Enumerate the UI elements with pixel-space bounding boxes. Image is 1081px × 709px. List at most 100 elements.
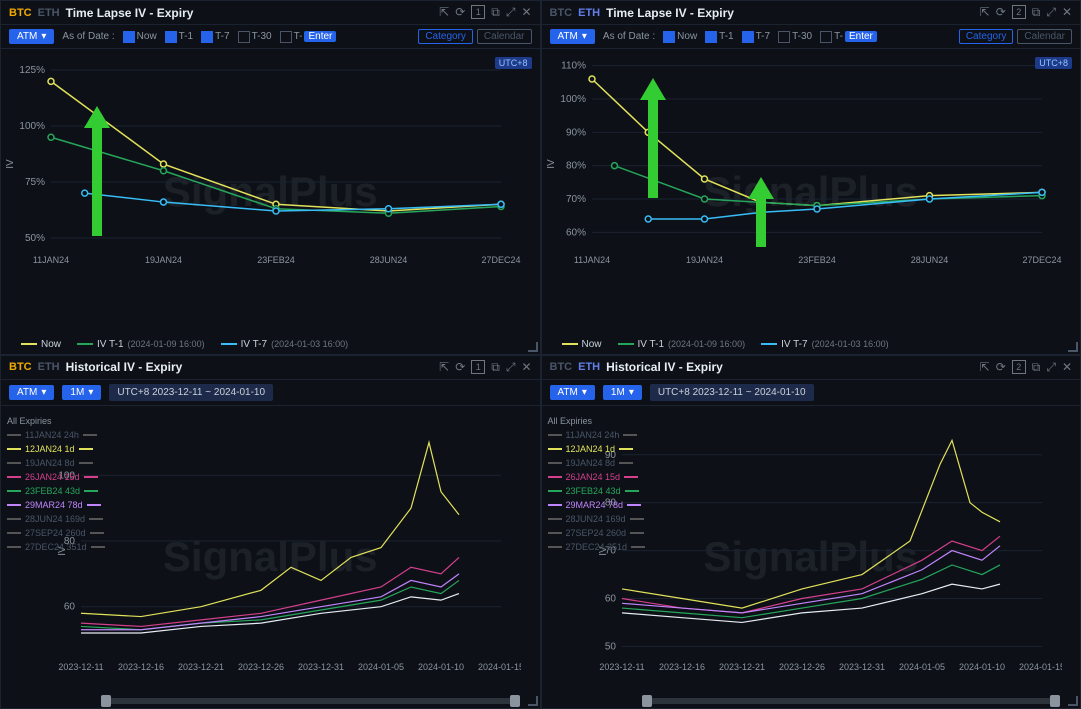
date-check[interactable]: T-Enter	[280, 31, 337, 43]
range-select[interactable]: 1M▾	[603, 385, 642, 400]
coin-toggle[interactable]: ETH	[38, 7, 60, 19]
resize-handle[interactable]	[528, 342, 538, 352]
time-slider[interactable]	[642, 698, 1061, 704]
badge-icon[interactable]: 1	[471, 360, 485, 374]
date-enter[interactable]: Enter	[845, 31, 877, 42]
date-range[interactable]: UTC+8 2023-12-11 ~ 2024-01-10	[650, 384, 814, 401]
badge-icon[interactable]: 2	[1012, 5, 1026, 19]
expiry-item[interactable]: 11JAN24 24h	[548, 428, 646, 442]
svg-text:2024-01-05: 2024-01-05	[898, 662, 944, 672]
expiry-item[interactable]: 12JAN24 1d	[548, 442, 646, 456]
expand-icon[interactable]: ⤢	[506, 360, 516, 375]
expand-icon[interactable]: ⤢	[506, 5, 516, 20]
svg-text:2024-01-05: 2024-01-05	[358, 662, 404, 672]
atm-select[interactable]: ATM▾	[550, 29, 595, 44]
refresh-icon[interactable]: ⟳	[455, 360, 465, 375]
coin-toggle[interactable]: ETH	[38, 361, 60, 373]
date-check[interactable]: T-30	[778, 31, 812, 43]
slider-handle-left[interactable]	[642, 695, 652, 707]
expiry-item[interactable]: 27DEC24 351d	[7, 540, 105, 554]
legend-item[interactable]: Now	[21, 339, 61, 350]
panel-title: Time Lapse IV - Expiry	[66, 6, 194, 20]
date-check[interactable]: T-30	[238, 31, 272, 43]
expiry-item[interactable]: 28JUN24 169d	[548, 512, 646, 526]
slider-handle-right[interactable]	[1050, 695, 1060, 707]
copy-icon[interactable]: ⧉	[1032, 360, 1041, 375]
legend-item[interactable]: IV T-7(2024-01-03 16:00)	[761, 339, 889, 350]
coin-toggle[interactable]: BTC	[9, 7, 32, 19]
close-icon[interactable]: ✕	[521, 360, 531, 375]
expiry-item[interactable]: 12JAN24 1d	[7, 442, 105, 456]
external-icon[interactable]: ⇱	[439, 360, 449, 375]
copy-icon[interactable]: ⧉	[491, 360, 500, 375]
atm-select[interactable]: ATM▾	[550, 385, 595, 400]
coin-toggle[interactable]: ETH	[578, 7, 600, 19]
expiry-item[interactable]: 26JAN24 15d	[548, 470, 646, 484]
date-check-label: T-1	[179, 31, 193, 42]
view-toggle[interactable]: Calendar	[1017, 29, 1072, 44]
svg-text:80%: 80%	[565, 161, 585, 172]
expiry-item[interactable]: 11JAN24 24h	[7, 428, 105, 442]
resize-handle[interactable]	[528, 696, 538, 706]
expiry-item[interactable]: 19JAN24 8d	[548, 456, 646, 470]
view-toggle[interactable]: Category	[418, 29, 473, 44]
checkbox-icon	[742, 31, 754, 43]
date-check[interactable]: Now	[123, 31, 157, 43]
refresh-icon[interactable]: ⟳	[996, 360, 1006, 375]
date-range[interactable]: UTC+8 2023-12-11 ~ 2024-01-10	[109, 384, 273, 401]
view-toggle[interactable]: Calendar	[477, 29, 532, 44]
expiry-item[interactable]: 28JUN24 169d	[7, 512, 105, 526]
date-check[interactable]: T-1	[705, 31, 733, 43]
resize-handle[interactable]	[1068, 342, 1078, 352]
copy-icon[interactable]: ⧉	[491, 5, 500, 20]
svg-text:11JAN24: 11JAN24	[573, 255, 609, 265]
coin-toggle[interactable]: BTC	[9, 361, 32, 373]
legend-item[interactable]: IV T-1(2024-01-09 16:00)	[618, 339, 746, 350]
time-slider[interactable]	[101, 698, 520, 704]
expiry-item[interactable]: All Expiries	[548, 414, 646, 428]
slider-handle-right[interactable]	[510, 695, 520, 707]
expiry-item[interactable]: 26JAN24 15d	[7, 470, 105, 484]
expiry-item[interactable]: 27DEC24 351d	[548, 540, 646, 554]
expiry-item[interactable]: 29MAR24 78d	[7, 498, 105, 512]
atm-select[interactable]: ATM▾	[9, 29, 54, 44]
expiry-item[interactable]: 29MAR24 78d	[548, 498, 646, 512]
coin-toggle[interactable]: BTC	[550, 7, 573, 19]
legend-item[interactable]: IV T-7(2024-01-03 16:00)	[221, 339, 349, 350]
range-select[interactable]: 1M▾	[62, 385, 101, 400]
external-icon[interactable]: ⇱	[980, 5, 990, 20]
expand-icon[interactable]: ⤢	[1046, 360, 1056, 375]
close-icon[interactable]: ✕	[1062, 360, 1072, 375]
expiry-item[interactable]: 27SEP24 260d	[548, 526, 646, 540]
date-enter[interactable]: Enter	[304, 31, 336, 42]
close-icon[interactable]: ✕	[521, 5, 531, 20]
resize-handle[interactable]	[1068, 696, 1078, 706]
copy-icon[interactable]: ⧉	[1032, 5, 1041, 20]
badge-icon[interactable]: 1	[471, 5, 485, 19]
atm-select[interactable]: ATM▾	[9, 385, 54, 400]
date-check[interactable]: T-1	[165, 31, 193, 43]
date-check-label: Now	[677, 31, 697, 42]
expiry-item[interactable]: 23FEB24 43d	[548, 484, 646, 498]
date-check[interactable]: T-Enter	[820, 31, 877, 43]
close-icon[interactable]: ✕	[1062, 5, 1072, 20]
refresh-icon[interactable]: ⟳	[996, 5, 1006, 20]
date-check[interactable]: T-7	[201, 31, 229, 43]
expiry-item[interactable]: 23FEB24 43d	[7, 484, 105, 498]
expiry-item[interactable]: 27SEP24 260d	[7, 526, 105, 540]
coin-toggle[interactable]: ETH	[578, 361, 600, 373]
refresh-icon[interactable]: ⟳	[455, 5, 465, 20]
view-toggle[interactable]: Category	[959, 29, 1014, 44]
expiry-item[interactable]: 19JAN24 8d	[7, 456, 105, 470]
coin-toggle[interactable]: BTC	[550, 361, 573, 373]
expand-icon[interactable]: ⤢	[1046, 5, 1056, 20]
legend-item[interactable]: Now	[562, 339, 602, 350]
badge-icon[interactable]: 2	[1012, 360, 1026, 374]
external-icon[interactable]: ⇱	[980, 360, 990, 375]
expiry-item[interactable]: All Expiries	[7, 414, 105, 428]
legend-item[interactable]: IV T-1(2024-01-09 16:00)	[77, 339, 205, 350]
slider-handle-left[interactable]	[101, 695, 111, 707]
date-check[interactable]: Now	[663, 31, 697, 43]
external-icon[interactable]: ⇱	[439, 5, 449, 20]
date-check[interactable]: T-7	[742, 31, 770, 43]
